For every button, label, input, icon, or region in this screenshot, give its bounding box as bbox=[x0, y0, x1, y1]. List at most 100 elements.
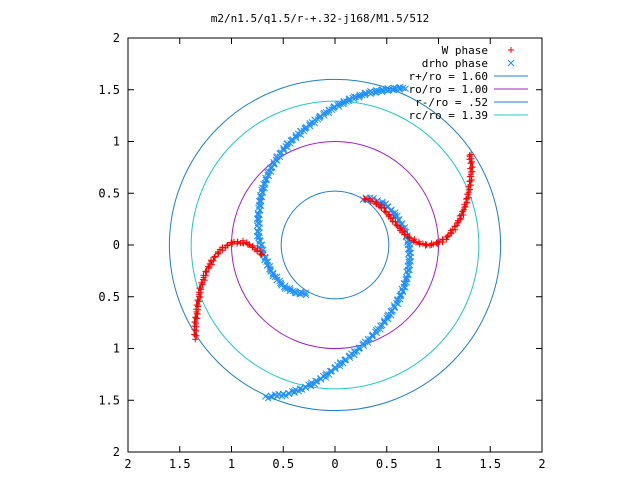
x-tick-label: 2 bbox=[124, 457, 131, 471]
data-point bbox=[198, 279, 205, 286]
data-point bbox=[298, 386, 306, 393]
data-point bbox=[416, 241, 423, 248]
chart-title: m2/n1.5/q1.5/r-+.32-j168/M1.5/512 bbox=[211, 12, 430, 25]
data-point bbox=[410, 237, 417, 244]
data-point bbox=[394, 222, 401, 229]
points-layer bbox=[191, 83, 476, 402]
y-tick-label: 2 bbox=[113, 31, 120, 45]
data-point bbox=[423, 241, 430, 248]
data-point bbox=[373, 199, 380, 206]
circle-series-5 bbox=[190, 100, 480, 390]
data-point bbox=[456, 212, 463, 219]
data-point bbox=[390, 302, 398, 309]
data-point bbox=[406, 234, 413, 241]
data-point bbox=[390, 84, 398, 92]
data-point bbox=[379, 321, 386, 329]
legend-marker-sample bbox=[508, 47, 514, 53]
legend-label: rc/ro = 1.39 bbox=[409, 109, 488, 122]
data-point bbox=[399, 84, 407, 92]
legend-label: W phase bbox=[442, 44, 488, 57]
ticks-layer: 2 1.5 1 0.5 0 0.5 1 1.5 221.510.500.511.52 bbox=[98, 31, 545, 471]
data-point bbox=[397, 225, 404, 232]
data-point bbox=[404, 245, 412, 253]
data-point bbox=[208, 261, 215, 268]
data-point bbox=[280, 146, 288, 153]
data-point bbox=[467, 165, 474, 172]
legend-label: r+/ro = 1.60 bbox=[409, 70, 488, 83]
data-point bbox=[372, 201, 379, 208]
x-tick-label: 0.5 bbox=[376, 457, 398, 471]
data-point bbox=[246, 241, 253, 248]
data-point bbox=[439, 239, 446, 246]
data-point bbox=[260, 180, 267, 188]
y-tick-label: 1.5 bbox=[98, 393, 120, 407]
points-series-0 bbox=[191, 151, 476, 343]
data-point bbox=[469, 168, 476, 175]
data-point bbox=[302, 291, 310, 299]
data-point bbox=[264, 258, 272, 265]
legend-item: drho phase bbox=[422, 57, 515, 70]
legend-item: ro/ro = 1.00 bbox=[409, 83, 528, 96]
data-point bbox=[462, 196, 469, 203]
data-point bbox=[211, 254, 218, 261]
data-point bbox=[459, 208, 466, 215]
data-point bbox=[258, 251, 265, 258]
legend-item: rc/ro = 1.39 bbox=[409, 109, 528, 122]
data-point bbox=[271, 391, 279, 399]
data-point bbox=[366, 335, 374, 343]
circle-series-2 bbox=[168, 78, 502, 412]
data-point bbox=[466, 178, 473, 185]
data-point bbox=[219, 244, 226, 251]
legend-item: r+/ro = 1.60 bbox=[409, 70, 528, 83]
data-point bbox=[403, 273, 410, 281]
data-point bbox=[224, 242, 231, 249]
data-point bbox=[401, 228, 408, 235]
data-point bbox=[197, 284, 204, 291]
data-point bbox=[257, 237, 264, 245]
data-point bbox=[255, 197, 263, 205]
data-point bbox=[443, 234, 450, 241]
data-point bbox=[397, 225, 404, 232]
x-tick-label: 2 bbox=[538, 457, 545, 471]
data-point bbox=[462, 203, 469, 210]
legend-item: W phase bbox=[442, 44, 514, 57]
x-tick-label: 1 bbox=[435, 457, 442, 471]
data-point bbox=[194, 297, 201, 304]
data-point bbox=[201, 277, 208, 284]
data-point bbox=[286, 284, 294, 292]
data-point bbox=[362, 196, 369, 203]
data-point bbox=[373, 87, 380, 94]
data-point bbox=[271, 273, 279, 281]
data-point bbox=[212, 253, 219, 260]
y-tick-label: 0.5 bbox=[98, 186, 120, 200]
data-point bbox=[192, 314, 199, 321]
data-point bbox=[341, 356, 349, 364]
data-point bbox=[355, 344, 363, 352]
data-point bbox=[262, 176, 270, 184]
data-point bbox=[257, 248, 264, 255]
data-point bbox=[468, 173, 475, 180]
data-point bbox=[351, 348, 358, 356]
legend-label: ro/ro = 1.00 bbox=[409, 83, 488, 96]
y-tick-label: 0 bbox=[113, 238, 120, 252]
data-point bbox=[259, 184, 266, 192]
data-point bbox=[327, 368, 335, 375]
data-point bbox=[254, 211, 262, 219]
data-point bbox=[444, 233, 451, 240]
data-point bbox=[210, 257, 217, 264]
data-point bbox=[306, 122, 314, 130]
data-point bbox=[257, 193, 264, 201]
data-point bbox=[448, 230, 455, 237]
data-point bbox=[380, 317, 388, 325]
data-point bbox=[455, 219, 462, 226]
data-point bbox=[199, 281, 206, 288]
points-series-1 bbox=[253, 83, 415, 402]
data-point bbox=[467, 186, 474, 193]
data-point bbox=[194, 302, 201, 309]
data-point bbox=[234, 238, 241, 245]
data-point bbox=[356, 91, 364, 99]
x-tick-label: 1.5 bbox=[169, 457, 191, 471]
y-tick-label: 0.5 bbox=[98, 290, 120, 304]
y-tick-label: 2 bbox=[113, 445, 120, 459]
